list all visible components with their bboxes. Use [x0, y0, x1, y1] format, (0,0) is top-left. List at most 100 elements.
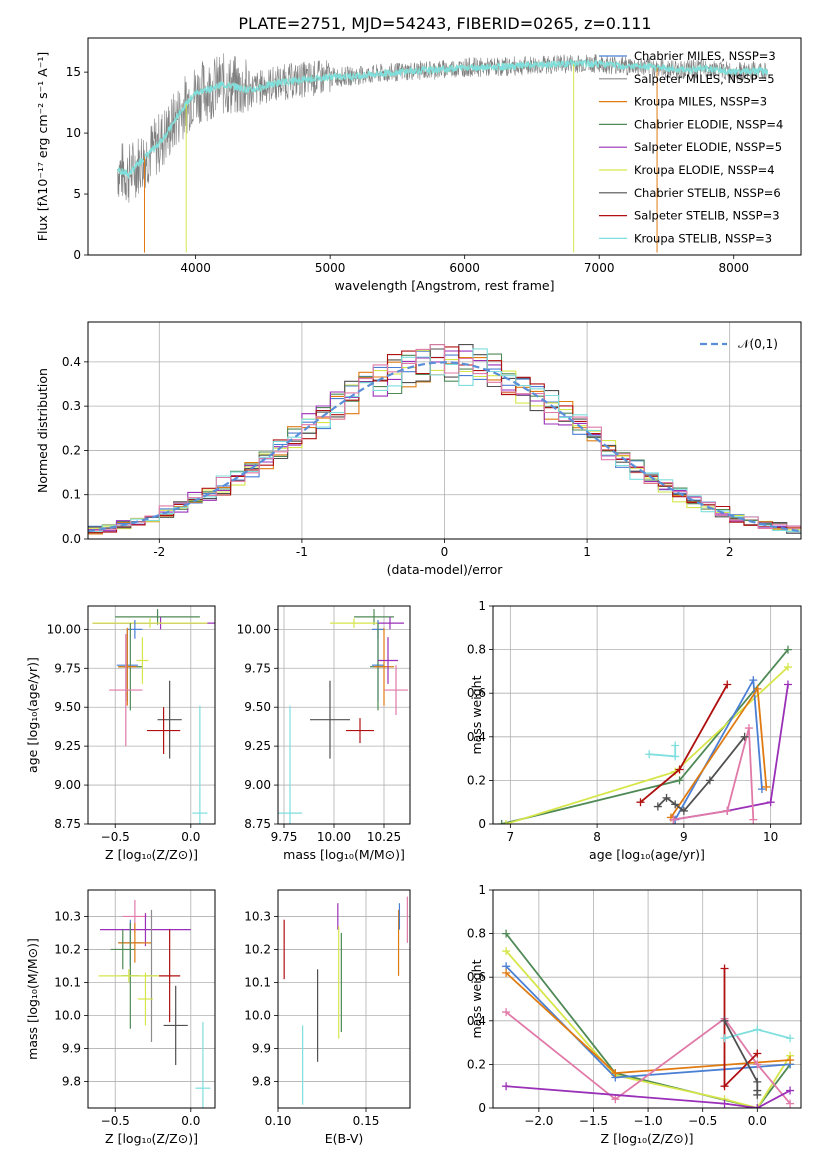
x-tick-label: -1: [296, 545, 308, 559]
data-point-marker: [645, 750, 654, 759]
x-tick-label: 1: [583, 545, 591, 559]
x-tick-label: 0.0: [181, 830, 200, 844]
x-tick-label: 10.00: [317, 830, 351, 844]
data-point-marker: [502, 1008, 511, 1017]
y-tick-label: 0: [478, 1101, 486, 1115]
y-tick-label: 9.8: [252, 1075, 271, 1089]
data-point-marker: [662, 793, 671, 802]
data-point-marker: [502, 947, 511, 956]
data-point-marker: [720, 964, 729, 973]
x-axis-label: E(B-V): [325, 1131, 364, 1146]
data-point-marker: [753, 1060, 762, 1069]
x-tick-label: 10: [763, 830, 778, 844]
y-tick-label: 8.75: [244, 817, 271, 831]
y-axis-label: mass weight: [469, 675, 484, 754]
x-tick-label: 10.25: [367, 830, 401, 844]
x-tick-label: 0: [441, 545, 449, 559]
y-tick-label: 0.6: [467, 970, 486, 984]
histogram-line: [88, 344, 801, 531]
x-tick-label: 5000: [315, 261, 346, 275]
legend-label: Salpeter ELODIE, NSSP=5: [634, 140, 782, 154]
y-tick-label: 10.0: [244, 1009, 271, 1023]
x-tick-label: 7: [507, 830, 515, 844]
legend-label: Salpeter STELIB, NSSP=3: [634, 209, 780, 223]
data-point-marker: [753, 1090, 762, 1099]
y-tick-label: 8.75: [54, 817, 81, 831]
data-point-marker: [766, 798, 775, 807]
data-point-marker: [502, 929, 511, 938]
y-axis-label: mass weight: [469, 959, 484, 1038]
legend-label: Kroupa ELODIE, NSSP=4: [634, 163, 775, 177]
plot-area: [98, 899, 211, 1108]
y-axis-label: age [log₁₀(age/yr)]: [25, 657, 40, 773]
data-point-marker: [679, 806, 688, 815]
series-line: [673, 727, 755, 821]
data-spectrum-line: [117, 53, 768, 203]
data-point-marker: [611, 1069, 620, 1078]
y-tick-label: 9.75: [244, 661, 271, 675]
panel-mass-vs-EBV: 0.10 0.15 9.8 9.9 10.0 10.1 10.2 10.3 E(B-V): [244, 889, 411, 1146]
data-point-marker: [723, 680, 732, 689]
x-tick-label: 9.75: [271, 830, 298, 844]
data-point-marker: [753, 1077, 762, 1086]
x-tick-label: −1.5: [579, 1114, 608, 1128]
y-tick-label: 9.25: [244, 739, 271, 753]
data-point-marker: [783, 645, 792, 654]
panel-mass-vs-Z: −0.5 0.0 9.8 9.9 10.0 10.1 10.2 10.3 Z [log₁₀(Z/…: [25, 889, 216, 1146]
x-tick-label: 8: [593, 830, 601, 844]
y-tick-label: 5: [73, 187, 81, 201]
y-tick-label: 0.2: [62, 443, 81, 457]
y-tick-label: 9.9: [62, 1042, 81, 1056]
plot-area: [92, 609, 215, 824]
x-axis-label: Z [log₁₀(Z/Z⊙)]: [105, 1131, 198, 1146]
y-tick-label: 0.8: [467, 927, 486, 941]
data-point-marker: [653, 802, 662, 811]
data-point-marker: [786, 1056, 795, 1065]
data-point-marker: [675, 765, 684, 774]
legend-label: 𝒩(0,1): [738, 337, 778, 351]
figure-title: PLATE=2751, MJD=54243, FIBERID=0265, z=0…: [238, 14, 651, 33]
data-point-marker: [705, 776, 714, 785]
x-tick-label: −1.0: [634, 1114, 663, 1128]
y-tick-label: 9.25: [54, 739, 81, 753]
y-tick-label: 0.4: [467, 1014, 486, 1028]
data-point-marker: [753, 684, 762, 693]
data-point-marker: [497, 820, 506, 824]
data-point-marker: [671, 800, 680, 809]
data-point-marker: [611, 1095, 620, 1104]
data-point-marker: [671, 752, 680, 761]
y-tick-label: 9.8: [62, 1075, 81, 1089]
axes-frame: [87, 889, 216, 1109]
y-tick-label: 10.3: [244, 909, 271, 923]
x-tick-label: −0.5: [101, 1114, 130, 1128]
data-point-marker: [720, 1034, 729, 1043]
x-tick-label: 0.0: [181, 1114, 200, 1128]
x-tick-label: 0.10: [265, 1114, 292, 1128]
y-tick-label: 10.00: [47, 622, 81, 636]
data-point-marker: [502, 968, 511, 977]
axes-frame: [87, 321, 802, 540]
x-axis-label: mass [log₁₀(M/M⊙)]: [283, 847, 405, 862]
panel-spectrum: 4000 5000 6000 7000 8000 0 5 10 15 Chabrier MILES…: [35, 37, 802, 293]
x-tick-label: 9: [680, 830, 688, 844]
plot-area: [88, 343, 801, 535]
y-tick-label: 0.6: [467, 686, 486, 700]
y-tick-label: 15: [66, 65, 81, 79]
x-tick-label: −0.5: [101, 830, 130, 844]
data-point-marker: [636, 798, 645, 807]
x-tick-label: 8000: [718, 261, 749, 275]
data-point-marker: [786, 1086, 795, 1095]
y-tick-label: 0.0: [62, 532, 81, 546]
legend-label: Chabrier MILES, NSSP=3: [634, 49, 776, 63]
legend-label: Salpeter MILES, NSSP=5: [634, 72, 775, 86]
y-tick-label: 1: [478, 883, 486, 897]
plot-area: [117, 53, 768, 253]
x-tick-label: -2: [153, 545, 165, 559]
data-point-marker: [783, 663, 792, 672]
y-tick-label: 0.4: [62, 355, 81, 369]
y-tick-label: 10.2: [54, 942, 81, 956]
axes-frame: [492, 605, 802, 825]
y-tick-label: 10: [66, 126, 81, 140]
data-point-marker: [723, 806, 732, 815]
axes-frame: [492, 889, 802, 1109]
